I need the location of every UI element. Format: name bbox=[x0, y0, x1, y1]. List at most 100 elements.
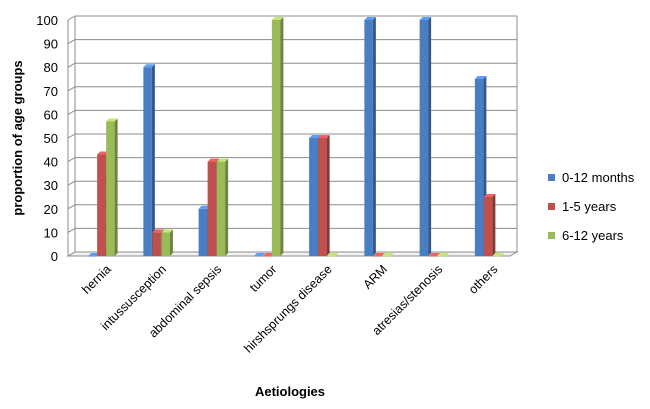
bar-side bbox=[151, 64, 155, 256]
legend-swatch bbox=[548, 174, 555, 181]
bar-6-12-years bbox=[382, 253, 394, 257]
legend-swatch bbox=[548, 203, 555, 210]
gridlines bbox=[67, 15, 517, 257]
bar-face bbox=[152, 232, 161, 256]
bar-top bbox=[143, 64, 155, 68]
bar-1-5-years bbox=[483, 194, 496, 256]
y-tick-label: 70 bbox=[44, 84, 58, 99]
bar-face bbox=[327, 256, 336, 257]
gridline-depth bbox=[67, 227, 76, 233]
chart-floor bbox=[66, 251, 519, 257]
bar-face bbox=[216, 161, 226, 256]
bar-face bbox=[437, 256, 447, 257]
bar-side bbox=[280, 17, 284, 256]
bar-face bbox=[262, 256, 272, 257]
legend-label: 6-12 years bbox=[562, 228, 624, 243]
bar-face bbox=[382, 256, 391, 257]
legend-item-series-2: 1-5 years bbox=[548, 199, 648, 214]
bar-top bbox=[106, 118, 118, 122]
bar-top bbox=[262, 253, 275, 256]
bar-face bbox=[106, 121, 115, 256]
bar-face bbox=[364, 20, 373, 256]
bar-face bbox=[207, 161, 217, 256]
legend-item-series-3: 6-12 years bbox=[548, 228, 648, 243]
bar-side bbox=[169, 229, 173, 256]
gridline-depth bbox=[67, 39, 76, 45]
bar-face bbox=[428, 256, 438, 257]
bar-face bbox=[88, 256, 97, 257]
bar-face bbox=[143, 67, 152, 256]
bar-side bbox=[114, 118, 118, 256]
bar-face bbox=[271, 20, 281, 256]
y-tick-label: 60 bbox=[44, 107, 58, 122]
y-tick-label: 40 bbox=[44, 155, 58, 170]
x-tick-label: hernia bbox=[79, 262, 114, 297]
bar-0-12-months bbox=[253, 253, 266, 257]
x-axis-title: Aetiologies bbox=[255, 384, 325, 399]
bar-face bbox=[161, 232, 170, 256]
bar-0-12-months bbox=[419, 17, 432, 256]
bar-top bbox=[318, 135, 330, 138]
bar-side bbox=[326, 135, 330, 256]
bar-top bbox=[428, 253, 441, 256]
gridline-depth bbox=[67, 86, 76, 92]
legend-label: 1-5 years bbox=[562, 199, 617, 214]
bars bbox=[88, 17, 505, 257]
bar-1-5-years bbox=[262, 253, 275, 257]
legend-item-series-1: 0-12 months bbox=[548, 170, 648, 185]
legend-swatch bbox=[548, 232, 555, 239]
bar-0-12-months bbox=[88, 253, 100, 257]
bar-0-12-months bbox=[364, 17, 376, 256]
y-tick-label: 90 bbox=[44, 37, 58, 52]
bar-1-5-years bbox=[428, 253, 441, 257]
y-tick-label: 20 bbox=[44, 202, 58, 217]
y-tick-label: 10 bbox=[44, 225, 58, 240]
bar-face bbox=[492, 256, 502, 257]
bar-6-12-years bbox=[437, 253, 450, 257]
legend: 0-12 months 1-5 years 6-12 years bbox=[548, 170, 648, 257]
bar-top bbox=[216, 158, 229, 162]
bar-top bbox=[309, 135, 321, 138]
bar-top bbox=[207, 158, 220, 162]
bar-1-5-years bbox=[318, 135, 330, 256]
bar-face bbox=[474, 79, 484, 256]
bar-6-12-years bbox=[492, 253, 505, 257]
bar-6-12-years bbox=[327, 253, 339, 257]
bar-6-12-years bbox=[161, 229, 173, 256]
bar-6-12-years bbox=[106, 118, 118, 256]
gridline-depth bbox=[67, 157, 76, 163]
y-tick-label: 0 bbox=[51, 249, 58, 264]
y-tick-label: 30 bbox=[44, 178, 58, 193]
bar-top bbox=[437, 253, 450, 256]
bar-face bbox=[419, 20, 429, 256]
bar-top bbox=[382, 253, 394, 256]
bar-top bbox=[483, 194, 496, 197]
x-tick-label: ARM bbox=[360, 262, 390, 292]
bar-0-12-months bbox=[143, 64, 155, 256]
y-tick-labels: 0 10 20 30 40 50 60 70 80 90 100 bbox=[36, 13, 58, 264]
bar-top bbox=[474, 76, 487, 79]
x-tick-label: tumor bbox=[247, 262, 279, 294]
bar-top bbox=[88, 253, 100, 256]
bar-face bbox=[198, 208, 208, 256]
gridline-depth bbox=[67, 109, 76, 115]
legend-label: 0-12 months bbox=[562, 170, 635, 185]
y-tick-label: 50 bbox=[44, 131, 58, 146]
bar-side bbox=[372, 17, 376, 256]
gridline-depth bbox=[67, 15, 76, 21]
y-axis-title: proportion of age groups bbox=[10, 60, 25, 215]
bar-1-5-years bbox=[373, 253, 385, 257]
bar-side bbox=[492, 194, 496, 256]
bar-face bbox=[97, 154, 106, 256]
bar-top bbox=[492, 253, 505, 256]
x-tick-label: others bbox=[466, 262, 500, 296]
axes bbox=[66, 16, 519, 257]
bar-top bbox=[253, 253, 266, 256]
bar-face bbox=[253, 256, 263, 257]
bar-side bbox=[428, 17, 432, 256]
bar-face bbox=[483, 197, 493, 256]
y-tick-label: 100 bbox=[36, 13, 58, 28]
gridline-depth bbox=[67, 133, 76, 139]
